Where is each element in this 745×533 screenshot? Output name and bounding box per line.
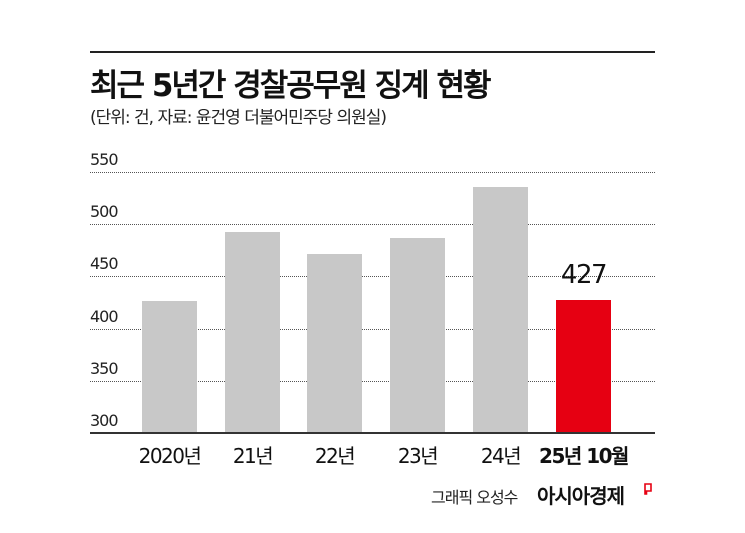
bar	[142, 301, 197, 433]
gridline	[90, 172, 655, 173]
bar	[390, 237, 445, 433]
x-tick-label: 22년	[314, 444, 356, 468]
chart-subtitle: (단위: 건, 자료: 윤건영 더불어민주당 의원실)	[90, 108, 387, 128]
bar	[225, 231, 280, 433]
gridline	[90, 380, 655, 382]
brand-logo-text: 아시아경제	[537, 484, 625, 508]
gridline	[90, 276, 655, 278]
chart-title: 최근 5년간 경찰공무원 징계 현황	[90, 68, 491, 104]
top-rule	[90, 51, 655, 53]
bar-highlighted	[556, 300, 611, 433]
bar-value-label: 427	[560, 260, 608, 291]
y-tick-label: 450	[90, 254, 119, 274]
y-tick-label: 300	[90, 411, 119, 430]
x-tick-label: 23년	[397, 444, 439, 468]
x-tick-label: 24년	[480, 444, 522, 468]
x-tick-label: 25년 10월	[539, 444, 629, 468]
y-tick-label: 350	[90, 358, 119, 378]
y-tick-label: 550	[90, 150, 119, 169]
red-flag-mark-icon	[644, 483, 652, 495]
x-tick-label: 2020년	[138, 444, 202, 468]
gridline	[90, 224, 655, 226]
x-axis-line	[90, 432, 655, 434]
x-tick-label: 21년	[232, 444, 274, 468]
bar	[473, 186, 528, 433]
bar	[307, 254, 362, 433]
graphic-credit: 그래픽 오성수	[431, 488, 518, 507]
y-tick-label: 400	[90, 306, 119, 326]
y-tick-label: 500	[90, 202, 119, 222]
gridline	[90, 328, 655, 330]
